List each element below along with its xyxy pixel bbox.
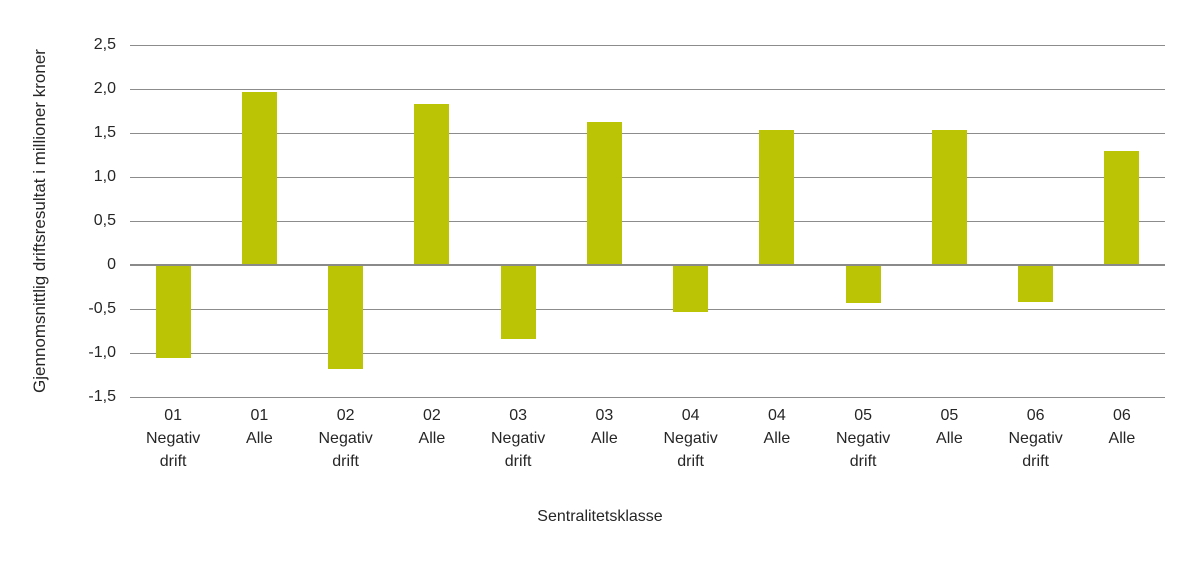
y-tick-label: -1,0 [88, 344, 116, 361]
y-tick-label: -0,5 [88, 300, 116, 317]
x-category-label: 02 Alle [418, 407, 446, 447]
gridline [130, 45, 1165, 46]
gridline [130, 397, 1165, 398]
y-tick-label: 1,0 [93, 168, 116, 185]
x-category-label: 04 Negativ drift [663, 407, 718, 470]
bar [328, 265, 364, 369]
bar [1018, 265, 1054, 302]
bar [241, 91, 277, 265]
gridline [130, 353, 1165, 354]
gridline [130, 177, 1165, 178]
bar [931, 130, 967, 265]
y-tick-label: -1,5 [88, 388, 116, 405]
x-category-label: 04 Alle [763, 407, 791, 447]
x-category-label: 05 Alle [936, 407, 963, 447]
x-category-label: 01 Negativ drift [146, 407, 201, 470]
zero-line [130, 264, 1165, 266]
bar [1104, 151, 1140, 265]
y-tick-label: 2,5 [93, 36, 116, 53]
x-category-label: 06 Negativ drift [1008, 407, 1063, 470]
bar [759, 130, 795, 265]
y-tick-label: 0 [107, 256, 116, 273]
gridline [130, 309, 1165, 310]
y-tick-label: 0,5 [93, 212, 116, 229]
bar [845, 265, 881, 303]
gridline [130, 133, 1165, 134]
bar [673, 265, 709, 312]
bar [414, 103, 450, 265]
x-axis-title: Sentralitetsklasse [537, 508, 663, 525]
y-tick-label: 1,5 [93, 124, 116, 141]
x-category-label: 03 Negativ drift [491, 407, 546, 470]
x-category-label: 02 Negativ drift [318, 407, 373, 470]
x-category-label: 06 Alle [1108, 407, 1136, 447]
x-category-labels: 01 Negativ drift 01 Alle 02 Negativ drift 02 Alle… [130, 404, 1165, 473]
gridline [130, 221, 1165, 222]
x-category-label: 03 Alle [591, 407, 618, 447]
x-category-label: 05 Negativ drift [836, 407, 891, 470]
x-category-label: 01 Alle [246, 407, 273, 447]
plot-area [130, 45, 1165, 398]
bar [586, 122, 622, 265]
y-tick-label: 2,0 [93, 80, 116, 97]
gridline [130, 89, 1165, 90]
bar [500, 265, 536, 339]
bar [155, 265, 191, 359]
